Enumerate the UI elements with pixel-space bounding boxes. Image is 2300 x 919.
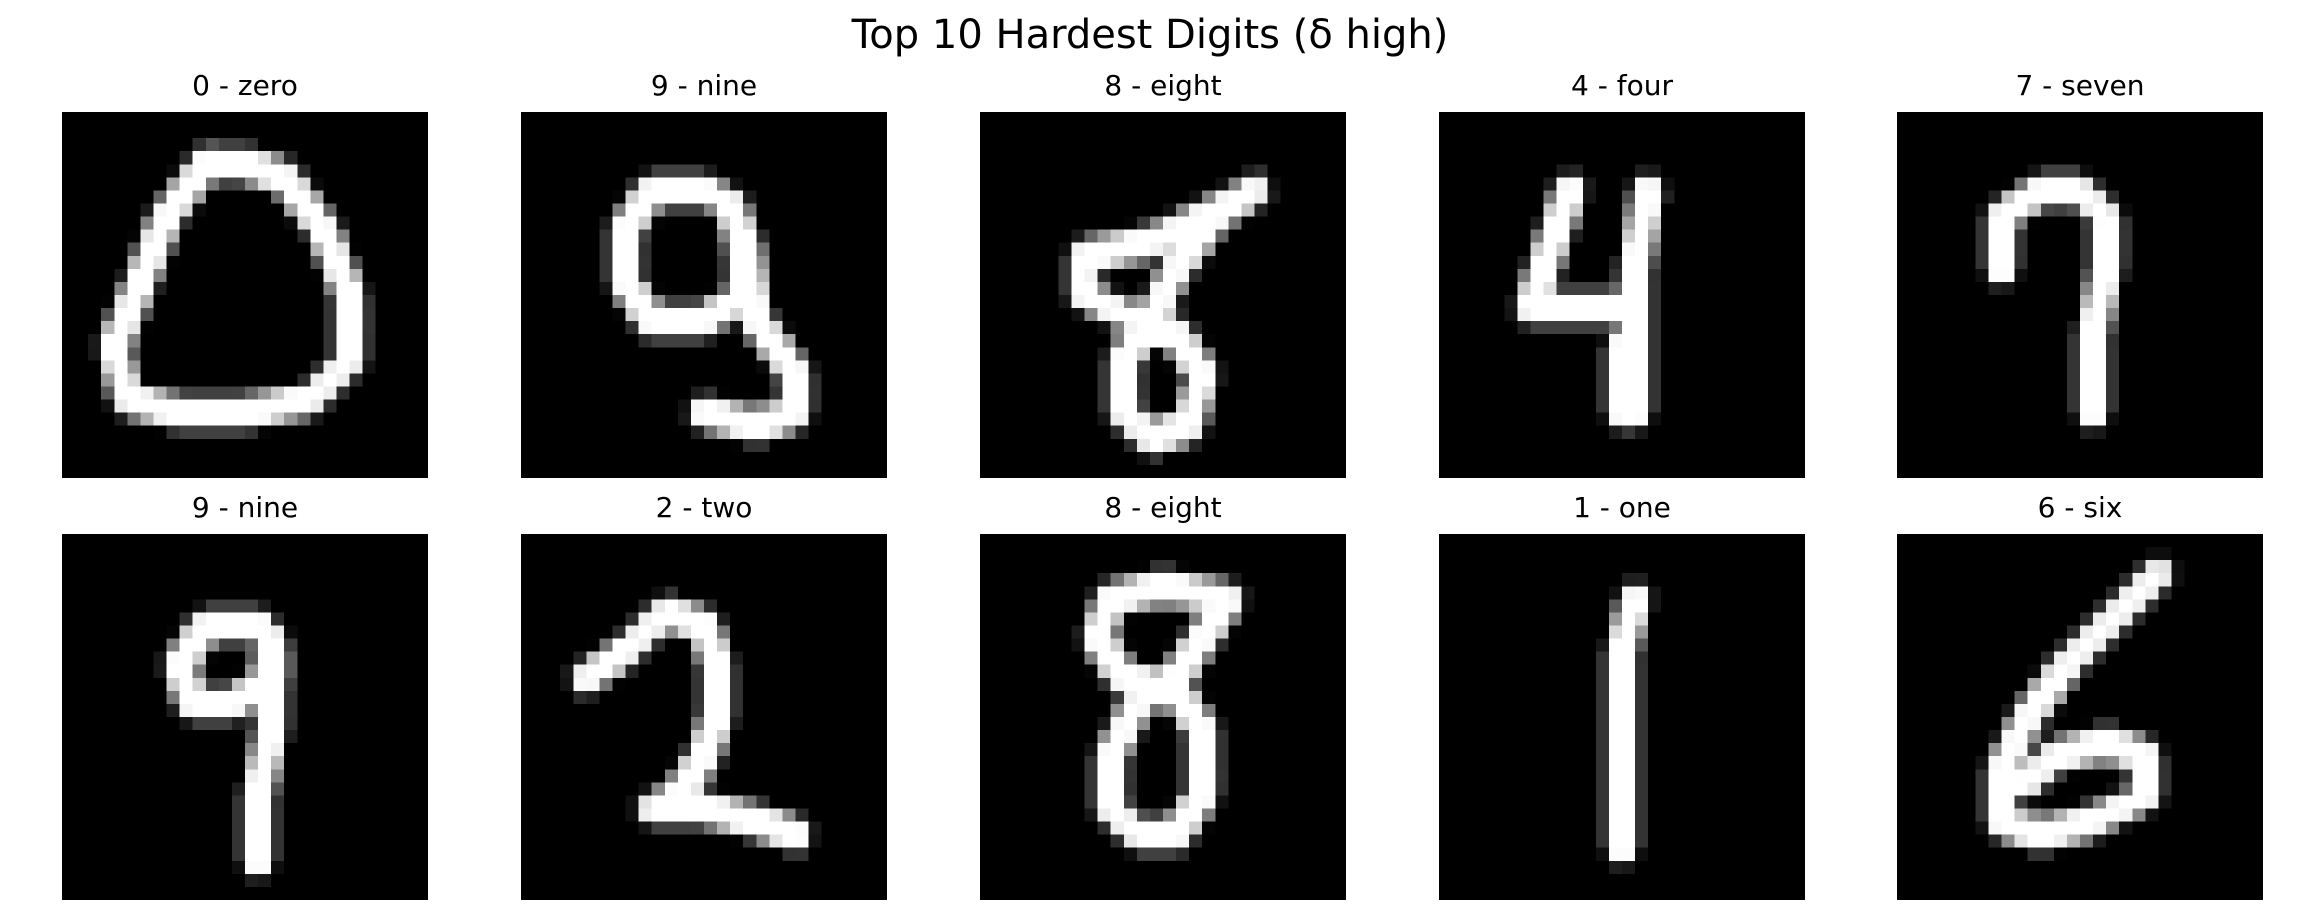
digit-image-zero: [62, 112, 428, 478]
panel-title: 4 - four: [1571, 69, 1673, 102]
digit-image-nine: [521, 112, 887, 478]
panel-title: 8 - eight: [1104, 491, 1222, 524]
digit-image-two: [521, 534, 887, 900]
panel-title: 6 - six: [2037, 491, 2123, 524]
panel-title: 9 - nine: [191, 491, 299, 524]
digit-image-eight: [980, 534, 1346, 900]
digit-image-seven: [1897, 112, 2263, 478]
panel-title: 8 - eight: [1104, 69, 1222, 102]
digit-image-one: [1439, 534, 1805, 900]
digit-image-nine: [62, 534, 428, 900]
panel-title: 7 - seven: [2015, 69, 2145, 102]
panel-title: 9 - nine: [650, 69, 758, 102]
digit-image-six: [1897, 534, 2263, 900]
figure-title: Top 10 Hardest Digits (δ high): [851, 12, 1449, 58]
digit-image-eight: [980, 112, 1346, 478]
panel-title: 2 - two: [655, 491, 753, 524]
panel-title: 1 - one: [1573, 491, 1671, 524]
digit-image-four: [1439, 112, 1805, 478]
panel-title: 0 - zero: [192, 69, 298, 102]
